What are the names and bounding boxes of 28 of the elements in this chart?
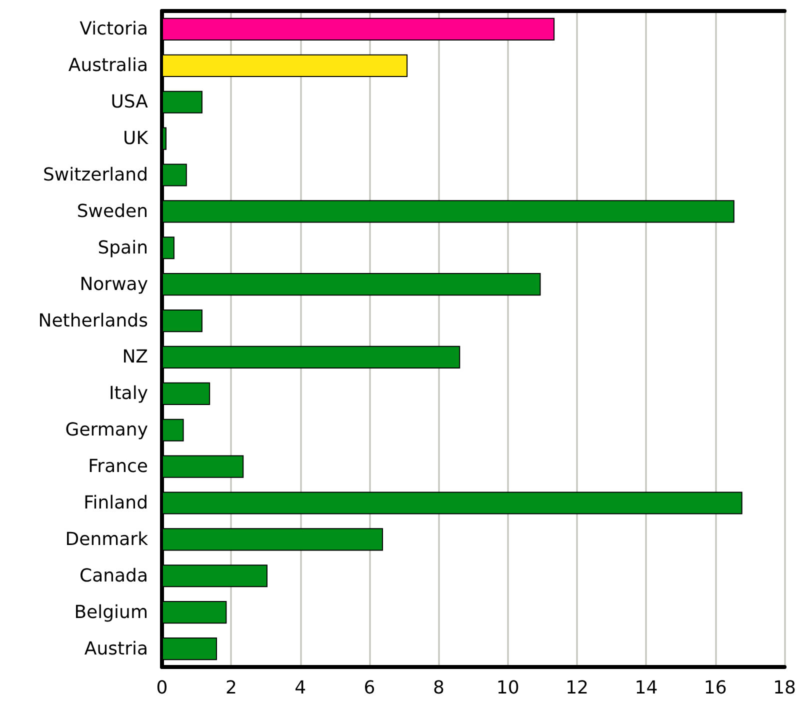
x-tick-label: 0	[156, 678, 168, 698]
x-tick-label: 18	[773, 678, 796, 698]
y-tick-label: UK	[123, 128, 150, 150]
y-tick-label: Victoria	[80, 18, 148, 40]
y-tick-label: Italy	[108, 383, 148, 404]
y-tick-label: Sweden	[76, 200, 148, 222]
y-tick-label: Canada	[80, 565, 148, 586]
x-tick-label: 6	[364, 678, 376, 698]
x-tick-label: 14	[634, 678, 658, 698]
y-tick-label: Belgium	[74, 602, 148, 623]
y-tick-label: Australia	[68, 55, 148, 76]
y-tick-label: France	[88, 456, 148, 478]
x-tick-label: 2	[225, 678, 237, 698]
y-tick-label: Netherlands	[38, 310, 148, 332]
y-tick-label: Spain	[98, 237, 148, 258]
y-tick-label: Finland	[84, 492, 148, 514]
y-tick-label: NZ	[122, 346, 148, 368]
x-tick-label: 12	[566, 678, 588, 698]
x-tick-label: 16	[704, 678, 727, 698]
y-tick-label: Austria	[84, 638, 148, 660]
y-tick-label: USA	[110, 92, 149, 113]
y-tick-label: Denmark	[65, 528, 149, 550]
x-tick-label: 4	[294, 678, 306, 698]
y-tick-label: Norway	[80, 274, 148, 295]
y-tick-label: Switzerland	[43, 164, 148, 186]
x-tick-label: 8	[432, 678, 444, 698]
x-tick-label: 10	[496, 678, 520, 698]
y-tick-label: Germany	[65, 420, 148, 441]
